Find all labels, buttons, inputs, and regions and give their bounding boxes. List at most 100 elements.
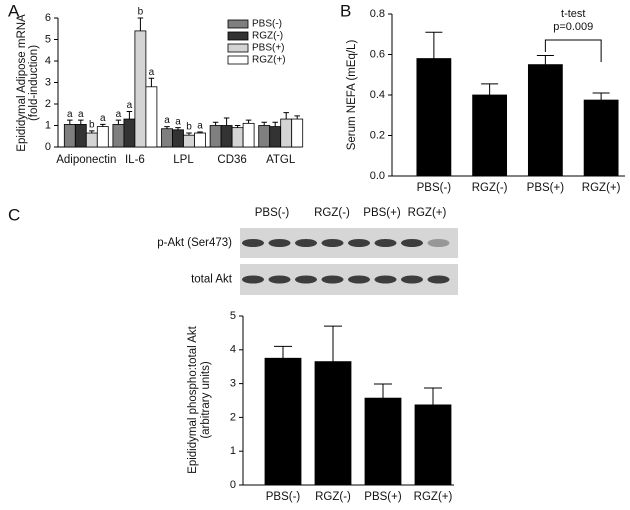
error-bar	[261, 121, 267, 126]
error-bar	[294, 115, 300, 120]
bar	[258, 125, 271, 148]
bar	[583, 99, 619, 177]
y-tick-label: 4	[230, 344, 236, 356]
error-bar	[245, 119, 252, 124]
x-tick-label: PBS(+)	[527, 182, 565, 194]
bar	[231, 127, 244, 148]
x-tick-label: PBS(+)	[364, 491, 402, 503]
blot-band	[374, 239, 397, 247]
y-tick-label: 5	[45, 33, 51, 45]
error-bar	[212, 121, 219, 126]
error-bar	[324, 325, 342, 362]
blot-band	[321, 239, 344, 247]
bar	[145, 86, 158, 148]
bar	[291, 118, 304, 148]
significance-letter: a	[175, 116, 181, 127]
blot-lane-label: RGZ(+)	[408, 207, 447, 219]
error-bar	[78, 119, 84, 125]
bar	[194, 132, 206, 148]
bar	[264, 357, 302, 486]
panel-letter: C	[8, 205, 20, 224]
y-tick-label: 2	[230, 411, 236, 423]
y-tick-label: 5	[230, 310, 236, 322]
legend-swatch	[227, 55, 249, 65]
x-tick-label: PBS(-)	[266, 491, 301, 503]
error-bar	[186, 132, 192, 136]
error-bar	[374, 383, 392, 399]
legend-swatch	[227, 31, 249, 41]
x-tick-label: PBS(-)	[417, 182, 452, 194]
significance-letter: a	[149, 67, 155, 78]
y-tick-label: 0.6	[370, 48, 385, 60]
error-bar	[197, 131, 203, 134]
legend-label: RGZ(+)	[252, 55, 286, 66]
y-tick-label: 3	[230, 378, 236, 390]
bar	[96, 126, 109, 148]
y-tick-label: 6	[45, 12, 51, 24]
error-bar	[126, 111, 133, 120]
blot-band	[374, 275, 397, 284]
blot-lane-label: RGZ(-)	[314, 207, 350, 219]
legend-label: RGZ(-)	[252, 31, 283, 42]
x-tick-label: RGZ(+)	[414, 491, 453, 503]
bar	[85, 132, 98, 148]
error-bar	[137, 17, 144, 31]
blot-band	[295, 275, 317, 284]
x-tick-label: RGZ(-)	[472, 182, 508, 194]
significance-letter: a	[127, 100, 133, 111]
y-tick-label: 4	[45, 55, 51, 67]
legend-swatch	[227, 43, 249, 53]
error-bar	[164, 126, 170, 129]
bar	[242, 122, 255, 148]
error-bar	[424, 387, 442, 405]
error-bar	[425, 31, 443, 59]
blot-band	[348, 239, 370, 247]
significance-letter: a	[197, 121, 203, 132]
y-tick-label: 2	[45, 98, 51, 110]
bar	[209, 125, 222, 148]
y-axis-label: Serum NEFA (mEq/L)	[346, 40, 358, 151]
error-bar	[283, 112, 289, 120]
y-tick-label: 1	[45, 119, 51, 131]
blot-lane-label: PBS(+)	[363, 207, 401, 219]
x-tick-label: RGZ(-)	[315, 491, 351, 503]
significance-letter: a	[164, 115, 170, 126]
error-bar	[100, 123, 106, 127]
blot-band	[348, 275, 370, 284]
panel-letter: A	[8, 1, 20, 20]
x-tick-label: Adiponectin	[56, 154, 116, 166]
legend-label: PBS(+)	[252, 43, 285, 54]
blot-row-label: total Akt	[191, 274, 233, 286]
y-tick-label: 0.2	[370, 129, 385, 141]
panel-letter: B	[340, 1, 351, 20]
legend-swatch	[227, 19, 249, 29]
error-bar	[148, 77, 155, 87]
y-axis-label: Epididymal phospho:total Akt	[187, 325, 199, 473]
bar	[134, 30, 147, 148]
error-bar	[175, 127, 181, 130]
bar	[364, 397, 402, 486]
significance-letter: b	[138, 7, 144, 18]
error-bar	[274, 345, 292, 359]
y-tick-label: 3	[45, 76, 51, 88]
bar	[63, 124, 76, 148]
x-tick-label: IL-6	[125, 154, 145, 166]
x-tick-label: RGZ(+)	[582, 182, 621, 194]
bar	[123, 118, 136, 148]
y-tick-label: 0.8	[370, 8, 385, 20]
y-axis-label: (fold-induction)	[28, 45, 40, 121]
significance-letter: a	[100, 113, 106, 124]
error-bar	[223, 117, 230, 126]
x-tick-label: LPL	[173, 154, 194, 166]
significance-letter: a	[116, 109, 122, 120]
x-tick-label: ATGL	[266, 154, 296, 166]
bar	[280, 118, 293, 148]
blot-band	[401, 275, 423, 284]
significance-bracket	[544, 39, 602, 62]
blot-lane-label: PBS(-)	[255, 207, 290, 219]
significance-letter: a	[78, 109, 84, 120]
bar	[161, 128, 173, 148]
bar	[220, 125, 233, 148]
y-tick-label: 0	[230, 479, 236, 491]
y-tick-label: 1	[230, 445, 236, 457]
